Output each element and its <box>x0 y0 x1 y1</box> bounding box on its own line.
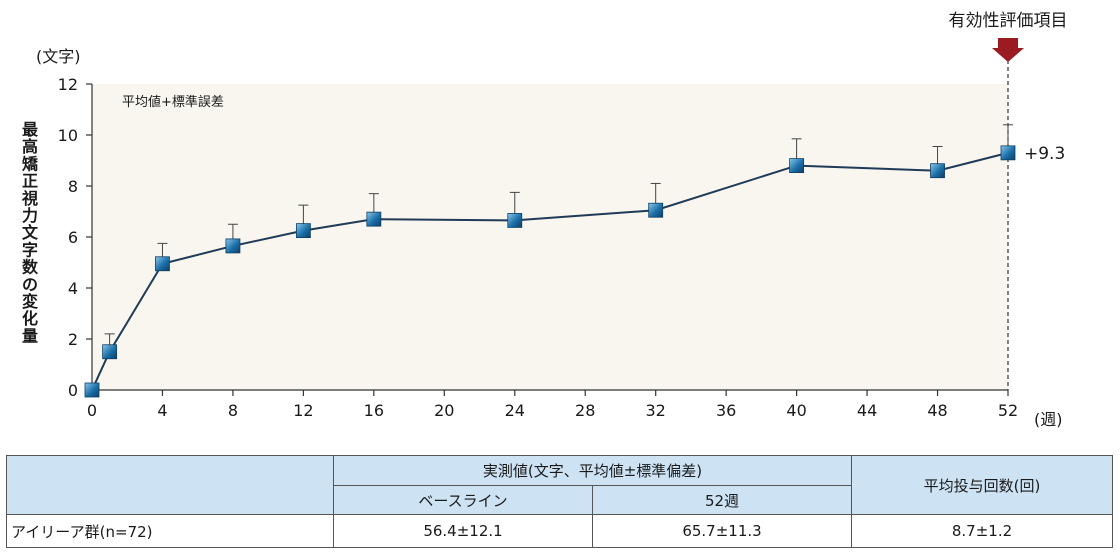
y-tick-label: 6 <box>68 228 78 247</box>
data-point <box>225 238 241 254</box>
summary-table: 実測値(文字、平均値±標準偏差) 平均投与回数(回) ベースライン 52週 アイ… <box>6 455 1113 548</box>
data-point <box>648 202 664 218</box>
table-corner-cell <box>6 455 334 515</box>
table-header-row: 実測値(文字、平均値±標準偏差) 平均投与回数(回) <box>6 455 1113 515</box>
x-tick-label: 48 <box>927 401 947 420</box>
stat-note: 平均値+標準誤差 <box>122 94 224 110</box>
cell-baseline-value: 56.4±12.1 <box>333 514 593 548</box>
cell-doses-value: 8.7±1.2 <box>851 514 1113 548</box>
y-axis-label-char: 変 <box>22 292 38 311</box>
x-tick-label: 4 <box>157 401 167 420</box>
x-tick-label: 16 <box>364 401 384 420</box>
data-point <box>155 256 170 272</box>
y-axis-label-char: 力 <box>22 206 38 225</box>
data-point <box>1000 145 1016 161</box>
y-axis-label-char: 化 <box>22 309 38 328</box>
y-axis-label-char: 量 <box>22 326 38 345</box>
table-subheader-row: ベースライン 52週 <box>7 485 1113 515</box>
x-axis-ticks: 0 4 8 12 16 20 24 28 32 36 40 44 48 52 <box>87 390 1018 420</box>
x-tick-label: 36 <box>716 401 736 420</box>
data-point <box>295 223 311 239</box>
y-tick-label: 10 <box>58 126 78 145</box>
data-point <box>84 382 100 398</box>
y-tick-label: 8 <box>68 177 78 196</box>
y-tick-label: 4 <box>68 279 78 298</box>
x-tick-label: 20 <box>434 401 454 420</box>
y-tick-label: 0 <box>68 381 78 400</box>
y-axis-label-char: 文 <box>22 223 39 242</box>
data-point <box>507 213 523 228</box>
down-arrow-icon <box>992 38 1024 62</box>
y-axis-label-char: 字 <box>22 240 38 259</box>
x-unit-label: (週) <box>1034 410 1063 429</box>
y-axis-label-char: の <box>22 275 38 294</box>
y-axis-ticks: 0 2 4 6 8 10 12 <box>58 75 92 400</box>
header-week52: 52週 <box>592 485 852 515</box>
y-axis-label-char: 最 <box>22 120 39 139</box>
x-tick-label: 12 <box>293 401 313 420</box>
x-tick-label: 44 <box>857 401 877 420</box>
x-tick-label: 40 <box>786 401 806 420</box>
x-tick-label: 8 <box>228 401 238 420</box>
y-axis-label-char: 視 <box>21 189 38 208</box>
x-tick-label: 32 <box>646 401 666 420</box>
data-point <box>366 211 382 227</box>
data-markers <box>84 145 1016 398</box>
y-axis-label-char: 正 <box>22 172 38 191</box>
final-value-label: +9.3 <box>1024 144 1065 164</box>
header-average-doses: 平均投与回数(回) <box>851 455 1113 515</box>
header-baseline: ベースライン <box>333 485 593 515</box>
data-point <box>789 158 805 174</box>
y-unit-label: (文字) <box>36 47 81 66</box>
x-tick-label: 28 <box>575 401 595 420</box>
cell-week52-value: 65.7±11.3 <box>592 514 852 548</box>
evaluation-annotation: 有効性評価項目 <box>949 11 1068 31</box>
data-point <box>930 163 945 179</box>
y-tick-label: 2 <box>68 330 78 349</box>
data-point <box>102 344 118 360</box>
table-row: アイリーア群(n=72) 56.4±12.1 65.7±11.3 8.7±1.2 <box>6 514 1113 548</box>
y-axis-label-char: 高 <box>22 137 38 156</box>
header-measured-group: 実測値(文字、平均値±標準偏差) <box>333 455 852 486</box>
y-axis-label-char: 数 <box>22 258 39 277</box>
x-tick-label: 52 <box>998 401 1018 420</box>
x-tick-label: 24 <box>505 401 525 420</box>
plot-area <box>92 84 1008 390</box>
y-tick-label: 12 <box>58 75 78 94</box>
x-tick-label: 0 <box>87 401 97 420</box>
row-label: アイリーア群(n=72) <box>6 514 334 548</box>
y-axis-label-char: 矯 <box>21 154 39 173</box>
